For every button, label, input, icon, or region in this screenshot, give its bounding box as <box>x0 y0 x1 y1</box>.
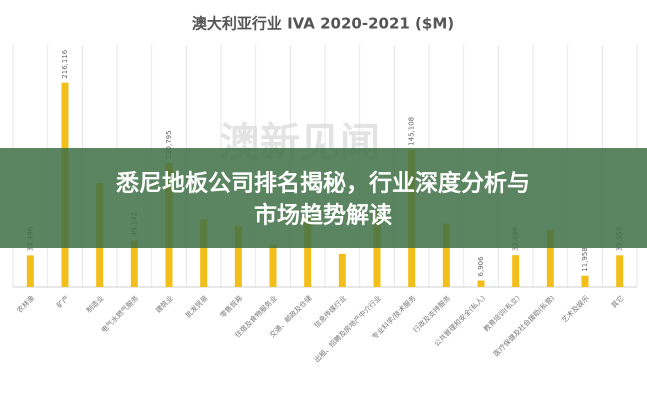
data-label: 130,795 <box>165 130 173 159</box>
overlay-line: 悉尼地板公司排名揭秘，行业深度分析与 <box>116 170 530 197</box>
bar <box>442 223 450 287</box>
chart-title: 澳大利亚行业 IVA 2020-2021 ($M) <box>192 15 454 33</box>
data-label: 145,108 <box>408 117 416 146</box>
bar <box>304 216 312 287</box>
bar <box>269 244 277 287</box>
bar <box>200 219 208 287</box>
bar <box>616 255 624 287</box>
overlay-line: 市场趋势解读 <box>254 202 392 229</box>
bar <box>373 211 381 287</box>
bar <box>512 255 520 287</box>
bar <box>581 275 589 287</box>
bar <box>26 255 34 287</box>
data-label: 6,906 <box>477 256 485 277</box>
data-label: 11,958 <box>581 247 589 272</box>
bar <box>477 280 485 287</box>
data-label: 216,116 <box>61 49 69 78</box>
bar <box>234 225 242 287</box>
overlay-banner <box>0 148 647 248</box>
bar <box>130 240 138 287</box>
bar <box>338 253 346 287</box>
bar <box>546 230 554 287</box>
